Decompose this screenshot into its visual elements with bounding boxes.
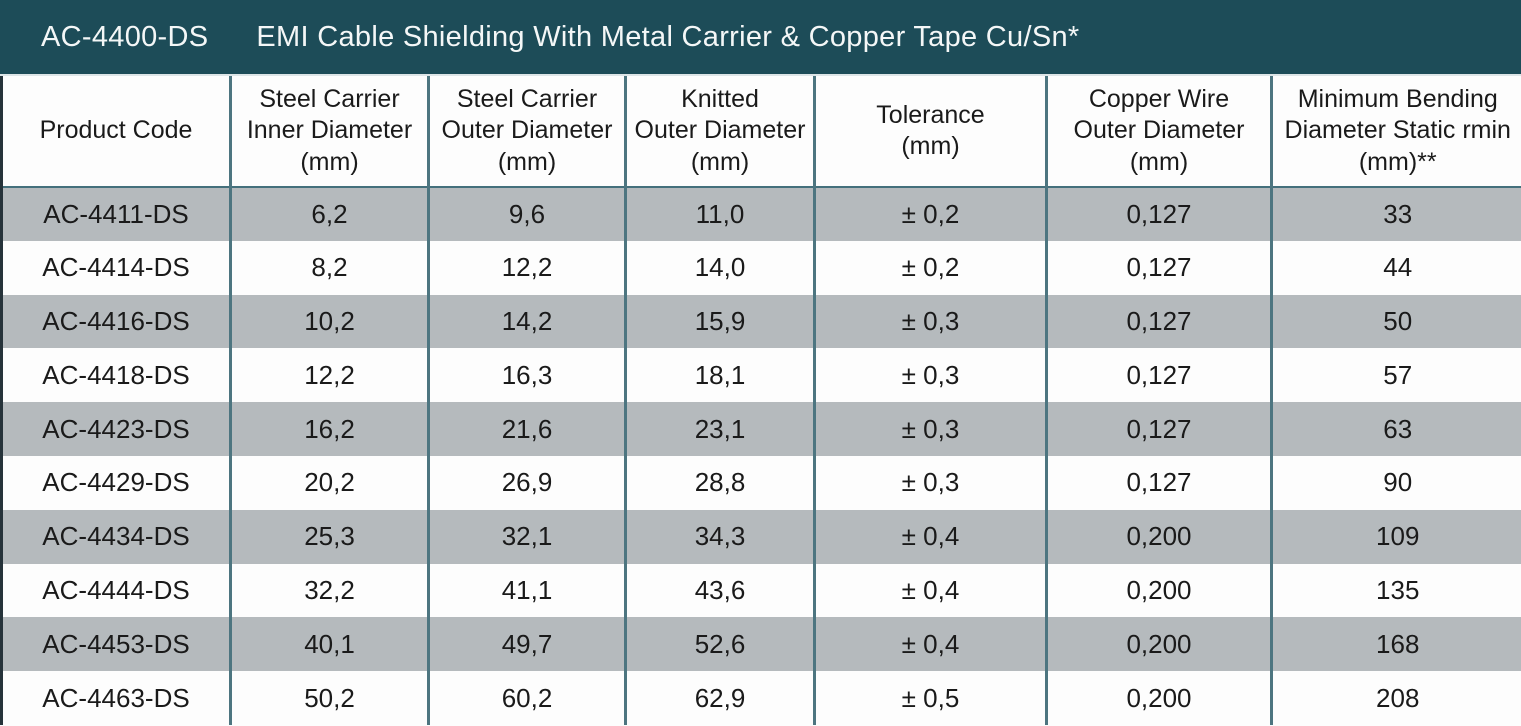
spec-cell: 49,7 <box>427 617 626 672</box>
spec-cell: ± 0,3 <box>813 455 1047 510</box>
spec-cell: ± 0,3 <box>813 348 1047 403</box>
spec-cell: ± 0,4 <box>813 509 1047 564</box>
spec-cell: 12,2 <box>229 348 429 403</box>
product-code-cell: AC-4411-DS <box>1 187 231 241</box>
product-code-cell: AC-4453-DS <box>1 617 231 672</box>
spec-cell: ± 0,3 <box>813 402 1047 456</box>
spec-cell: 90 <box>1270 455 1521 510</box>
table-row: AC-4453-DS 40,1 49,7 52,6 ± 0,4 0,200 16… <box>1 617 1521 672</box>
table-row: AC-4444-DS 32,2 41,1 43,6 ± 0,4 0,200 13… <box>1 563 1521 618</box>
spec-cell: 0,200 <box>1045 671 1272 725</box>
spec-cell: 23,1 <box>624 402 815 456</box>
product-code-cell: AC-4463-DS <box>1 671 231 725</box>
spec-cell: 40,1 <box>229 617 429 672</box>
column-header-steel-carrier-outer-diameter: Steel Carrier Outer Diameter (mm) <box>427 76 626 188</box>
spec-cell: 0,127 <box>1045 240 1272 295</box>
header-row: Product Code Steel Carrier Inner Diamete… <box>1 76 1521 188</box>
product-code-cell: AC-4444-DS <box>1 563 231 618</box>
spec-cell: 21,6 <box>427 402 626 456</box>
spec-cell: 0,200 <box>1045 509 1272 564</box>
spec-cell: ± 0,2 <box>813 240 1047 295</box>
spec-cell: 15,9 <box>624 294 815 349</box>
spec-cell: ± 0,4 <box>813 563 1047 618</box>
spec-cell: 62,9 <box>624 671 815 725</box>
table-row: AC-4418-DS 12,2 16,3 18,1 ± 0,3 0,127 57 <box>1 348 1521 403</box>
spec-cell: 10,2 <box>229 294 429 349</box>
spec-table: Product Code Steel Carrier Inner Diamete… <box>0 76 1521 725</box>
table-row: AC-4463-DS 50,2 60,2 62,9 ± 0,5 0,200 20… <box>1 671 1521 725</box>
spec-cell: 32,1 <box>427 509 626 564</box>
column-header-product-code: Product Code <box>1 76 231 188</box>
spec-cell: 43,6 <box>624 563 815 618</box>
spec-cell: 0,127 <box>1045 187 1272 241</box>
spec-cell: 34,3 <box>624 509 815 564</box>
table-row: AC-4423-DS 16,2 21,6 23,1 ± 0,3 0,127 63 <box>1 402 1521 456</box>
product-family-code: AC-4400-DS <box>41 20 209 53</box>
product-code-cell: AC-4416-DS <box>1 294 231 349</box>
table-row: AC-4434-DS 25,3 32,1 34,3 ± 0,4 0,200 10… <box>1 509 1521 564</box>
product-code-cell: AC-4434-DS <box>1 509 231 564</box>
spec-cell: 135 <box>1270 563 1521 618</box>
spec-cell: 20,2 <box>229 455 429 510</box>
spec-cell: 28,8 <box>624 455 815 510</box>
spec-cell: 52,6 <box>624 617 815 672</box>
spec-cell: 18,1 <box>624 348 815 403</box>
spec-cell: 9,6 <box>427 187 626 241</box>
product-code-cell: AC-4414-DS <box>1 240 231 295</box>
spec-cell: ± 0,3 <box>813 294 1047 349</box>
spec-cell: 57 <box>1270 348 1521 403</box>
spec-cell: ± 0,2 <box>813 187 1047 241</box>
spec-cell: 0,127 <box>1045 402 1272 456</box>
spec-cell: 12,2 <box>427 240 626 295</box>
spec-cell: 16,3 <box>427 348 626 403</box>
spec-cell: 14,0 <box>624 240 815 295</box>
column-header-minimum-bending-diameter: Minimum Bending Diameter Static rmin (mm… <box>1270 76 1521 188</box>
spec-cell: 41,1 <box>427 563 626 618</box>
spec-cell: 0,127 <box>1045 455 1272 510</box>
spec-cell: 50 <box>1270 294 1521 349</box>
spec-cell: ± 0,5 <box>813 671 1047 725</box>
spec-cell: 14,2 <box>427 294 626 349</box>
spec-cell: 25,3 <box>229 509 429 564</box>
spec-cell: 16,2 <box>229 402 429 456</box>
spec-cell: 32,2 <box>229 563 429 618</box>
spec-cell: 50,2 <box>229 671 429 725</box>
spec-cell: 26,9 <box>427 455 626 510</box>
spec-cell: ± 0,4 <box>813 617 1047 672</box>
column-header-tolerance: Tolerance (mm) <box>813 76 1047 188</box>
spec-cell: 0,200 <box>1045 617 1272 672</box>
column-header-knitted-outer-diameter: Knitted Outer Diameter (mm) <box>624 76 815 188</box>
spec-cell: 0,127 <box>1045 348 1272 403</box>
spec-cell: 60,2 <box>427 671 626 725</box>
spec-cell: 109 <box>1270 509 1521 564</box>
product-code-cell: AC-4423-DS <box>1 402 231 456</box>
spec-cell: 168 <box>1270 617 1521 672</box>
spec-cell: 208 <box>1270 671 1521 725</box>
column-header-copper-wire-outer-diameter: Copper Wire Outer Diameter (mm) <box>1045 76 1272 188</box>
spec-cell: 8,2 <box>229 240 429 295</box>
table-row: AC-4416-DS 10,2 14,2 15,9 ± 0,3 0,127 50 <box>1 294 1521 349</box>
spec-cell: 0,200 <box>1045 563 1272 618</box>
title-bar: AC-4400-DS EMI Cable Shielding With Meta… <box>0 0 1521 76</box>
spec-cell: 33 <box>1270 187 1521 241</box>
product-code-cell: AC-4418-DS <box>1 348 231 403</box>
table-row: AC-4411-DS 6,2 9,6 11,0 ± 0,2 0,127 33 <box>1 187 1521 241</box>
spec-cell: 11,0 <box>624 187 815 241</box>
spec-cell: 63 <box>1270 402 1521 456</box>
column-header-steel-carrier-inner-diameter: Steel Carrier Inner Diameter (mm) <box>229 76 429 188</box>
product-code-cell: AC-4429-DS <box>1 455 231 510</box>
table-row: AC-4414-DS 8,2 12,2 14,0 ± 0,2 0,127 44 <box>1 240 1521 295</box>
spec-cell: 44 <box>1270 240 1521 295</box>
page-title: EMI Cable Shielding With Metal Carrier &… <box>256 20 1080 53</box>
table-row: AC-4429-DS 20,2 26,9 28,8 ± 0,3 0,127 90 <box>1 455 1521 510</box>
spec-cell: 6,2 <box>229 187 429 241</box>
spec-cell: 0,127 <box>1045 294 1272 349</box>
